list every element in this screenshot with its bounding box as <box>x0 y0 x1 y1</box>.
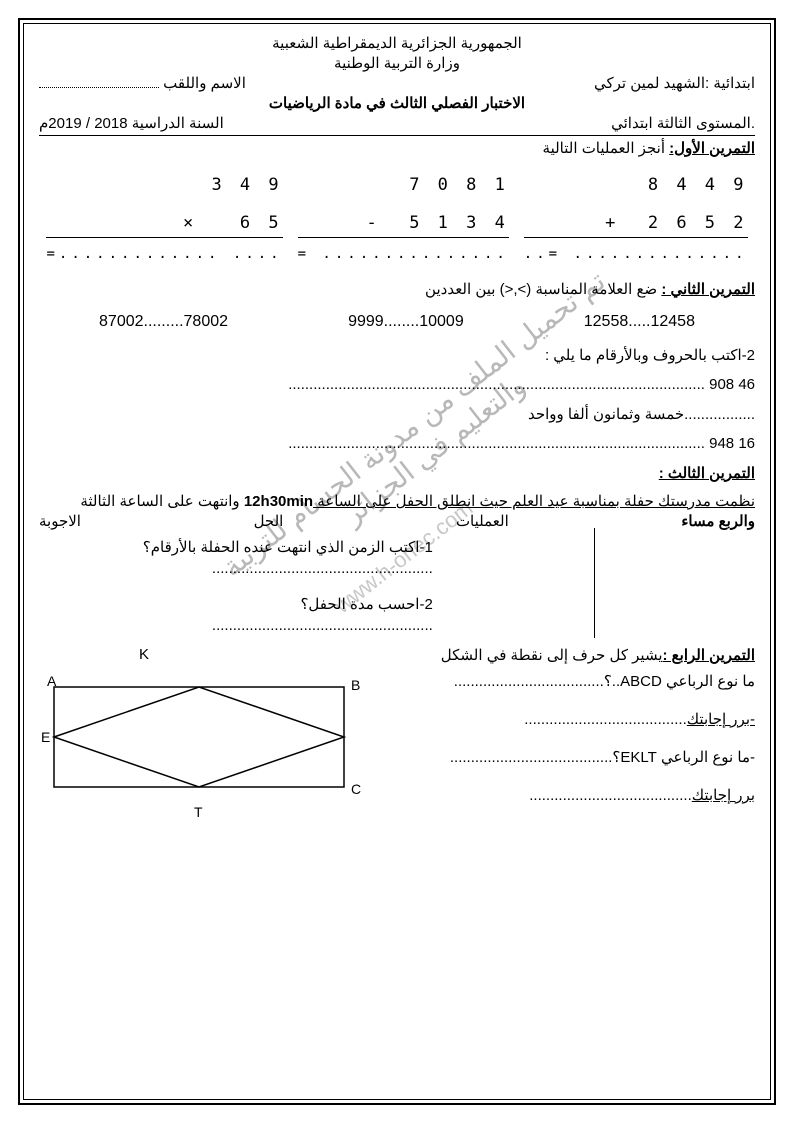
svg-text:C: C <box>351 781 361 797</box>
ex3-vline <box>594 528 595 638</box>
name-field: الاسم واللقب <box>39 74 246 92</box>
exam-title: الاختبار الفصلي الثالث في مادة الرياضيات <box>39 94 755 112</box>
ex2-pairs: 87002.........78002 9999........10009 12… <box>39 313 755 331</box>
ex3-q1: 1-اكتب الزمن الذي انتهت عنده الحفلة بالأ… <box>39 538 433 556</box>
ex2-item1: 46 908 .................................… <box>39 376 755 393</box>
level: .المستوى الثالثة ابتدائي <box>611 114 755 132</box>
header-ministry: وزارة التربية الوطنية <box>39 54 755 72</box>
svg-text:B: B <box>351 677 360 693</box>
ex4-q4: برر إجابتك..............................… <box>379 786 755 804</box>
svg-text:A: A <box>47 673 57 689</box>
ex2-item2: .................خمسة وثمانون ألفا وواحد <box>39 405 755 423</box>
ex3-columns: والربع مساء العمليات الحل الاجوبة <box>39 512 755 530</box>
ex1-title: التمرين الأول: أنجز العمليات التالية <box>39 139 755 157</box>
ex4-title: التمرين الرابع :يشير كل حرف إلى نقطة في … <box>39 646 755 664</box>
ex3-dots2: ........................................… <box>39 617 433 634</box>
ex4-q1: ما نوع الرباعي ABCD..؟..................… <box>379 672 755 690</box>
svg-text:T: T <box>194 804 203 820</box>
ex1-operations: 3 4 9 × 6 5 =............. .... 7 0 8 1 … <box>39 175 755 262</box>
divider <box>39 135 755 136</box>
ex2-item3: 16 948 .................................… <box>39 435 755 452</box>
svg-text:E: E <box>41 729 50 745</box>
ex2-title: التمرين الثاني : ضع العلامة المناسبة (>,… <box>39 280 755 298</box>
school-name: ابتدائية :الشهيد لمين تركي <box>594 74 755 92</box>
ex3-text: نظمت مدرستك حفلة بمناسبة عيد العلم حيث ا… <box>39 492 755 510</box>
school-year: السنة الدراسية 2018 / 2019م <box>39 114 224 132</box>
ex4-q2: -برر إجابتك.............................… <box>379 710 755 728</box>
ex4-q3: -ما نوع الرباعي EKLT؟...................… <box>379 748 755 766</box>
ex2-part2: 2-اكتب بالحروف وبالأرقام ما يلي : <box>39 346 755 364</box>
ex3-q2: 2-احسب مدة الحفل؟ <box>39 595 433 613</box>
ex3-dots1: ........................................… <box>39 560 433 577</box>
ex4-diagram: A B C E T <box>39 672 379 822</box>
ex3-title: التمرين الثالث : <box>39 464 755 482</box>
header-country: الجمهورية الجزائرية الديمقراطية الشعبية <box>39 34 755 52</box>
